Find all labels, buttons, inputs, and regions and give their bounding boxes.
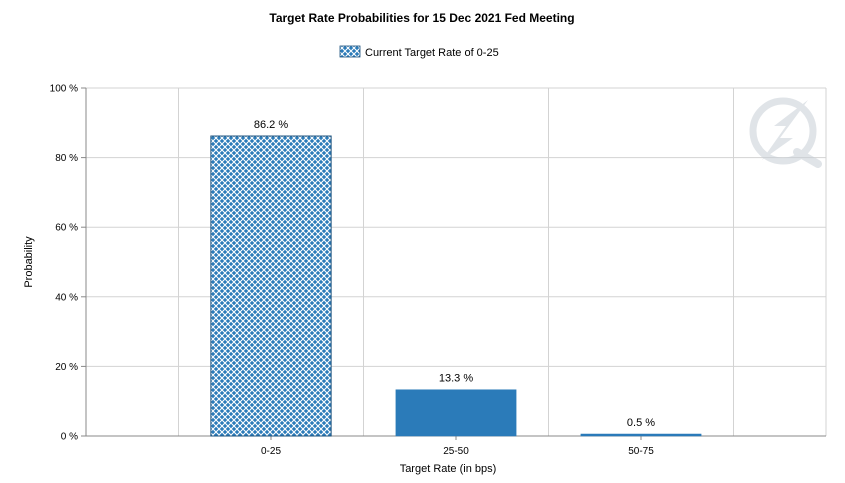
legend-label: Current Target Rate of 0-25 [365, 47, 499, 59]
bar-0-25 [210, 135, 332, 437]
data-label: 0.5 % [627, 417, 655, 429]
data-label: 13.3 % [439, 373, 473, 385]
bar-50-75 [580, 433, 702, 437]
watermark-tail [793, 148, 822, 168]
watermark-bolt [762, 100, 808, 160]
y-tick-label: 100 % [50, 84, 78, 95]
y-axis-label: Probability [23, 236, 35, 288]
x-tick-label: 25-50 [443, 446, 469, 457]
bar-25-50 [395, 389, 517, 437]
grid [86, 87, 827, 437]
y-tick-label: 0 % [61, 432, 78, 443]
chart-title: Target Rate Probabilities for 15 Dec 202… [269, 11, 574, 25]
watermark-logo [749, 97, 822, 168]
data-label: 86.2 % [254, 119, 288, 131]
x-tick-label: 50-75 [628, 446, 654, 457]
legend-swatch [339, 45, 361, 58]
bars [210, 135, 702, 437]
axes [81, 87, 826, 440]
y-tick-label: 40 % [55, 292, 78, 303]
watermark-ring [749, 97, 817, 165]
legend: Current Target Rate of 0-25 [339, 45, 499, 59]
y-tick-label: 60 % [55, 223, 78, 234]
x-axis-label: Target Rate (in bps) [400, 463, 497, 475]
labels: 0 % 20 % 40 % 60 % 80 % 100 % 0-25 86.2 % 25-50 1… [50, 84, 656, 458]
x-tick-label: 0-25 [261, 446, 281, 457]
y-tick-label: 20 % [55, 362, 78, 373]
y-tick-label: 80 % [55, 153, 78, 164]
